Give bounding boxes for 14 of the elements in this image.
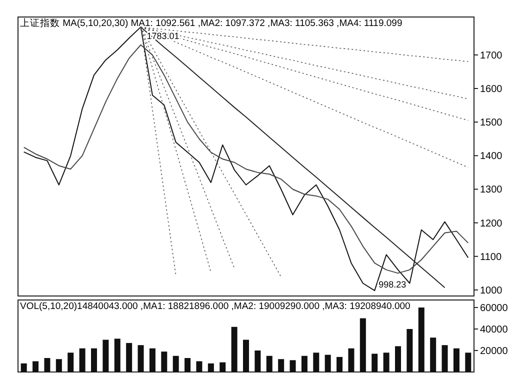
y-tick-label: 20000 bbox=[480, 346, 508, 358]
y-tick-label: 1400 bbox=[480, 151, 503, 162]
y-tick-label: 1100 bbox=[480, 252, 502, 263]
annotation: 998.23 bbox=[378, 280, 406, 290]
y-tick-label: 1300 bbox=[480, 184, 503, 196]
y-tick-label: 1600 bbox=[480, 84, 503, 96]
y-tick-label: 1000 bbox=[480, 285, 503, 296]
y-tick-label: 1200 bbox=[480, 218, 503, 230]
y-tick-label: 1500 bbox=[480, 118, 503, 129]
y-tick-label: 40000 bbox=[480, 324, 508, 336]
chart-title: 上证指数 MA(5,10,20,30) MA1: 1092.561 ,MA2: 1097.372 ,MA3: 1105.363 ,MA4: 1119.099 bbox=[20, 17, 402, 29]
y-tick-label: 60000 bbox=[480, 303, 508, 314]
y-tick-label: 1700 bbox=[480, 50, 503, 62]
chart-title: VOL(5,10,20)14840043.000 ,MA1: 18821896.000 ,MA2: 19009290.000 ,MA3: 19208940.000 bbox=[20, 301, 410, 312]
